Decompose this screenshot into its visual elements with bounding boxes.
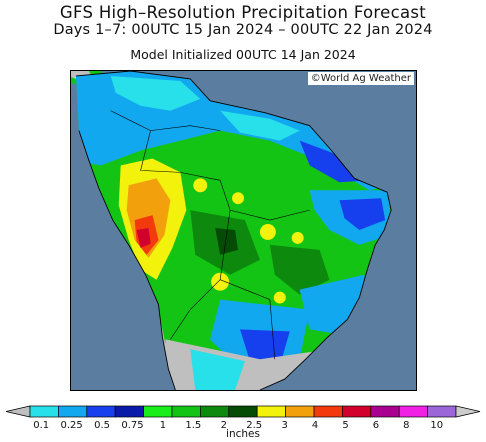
colorbar-cell [370, 405, 400, 418]
colorbar-cell [200, 405, 230, 418]
map-canvas [71, 71, 416, 390]
precip-colorbar: 0.1 0.25 0.5 0.75 1 1.5 2 2.5 3 4 5 6 8 10 [5, 405, 481, 431]
colorbar-tick-label: 0.25 [61, 420, 83, 431]
colorbar-cell [342, 405, 372, 418]
colorbar-cell [29, 405, 59, 418]
colorbar-cell [114, 405, 144, 418]
colorbar-tick-label: 10 [430, 420, 443, 431]
model-init-time: Model Initialized 00UTC 14 Jan 2024 [130, 47, 356, 62]
colorbar-cell [86, 405, 116, 418]
colorbar-cell [143, 405, 173, 418]
colorbar-cells [5, 405, 481, 418]
colorbar-cell [171, 405, 201, 418]
colorbar-tick-label: 1.5 [185, 420, 201, 431]
colorbar-cell [256, 405, 286, 418]
colorbar-tick-label: 2 [221, 420, 227, 431]
colorbar-tick-label: 0.75 [121, 420, 143, 431]
colorbar-cell [58, 405, 88, 418]
colorbar-cell [285, 405, 315, 418]
colorbar-tick-label: 3 [281, 420, 287, 431]
colorbar-tick-label: 4 [312, 420, 318, 431]
colorbar-cell [228, 405, 258, 418]
forecast-valid-period: Days 1–7: 00UTC 15 Jan 2024 – 00UTC 22 J… [53, 22, 433, 38]
colorbar-cell [427, 405, 457, 418]
colorbar-tick-label: 0.1 [33, 420, 49, 431]
colorbar-ticks: 0.1 0.25 0.5 0.75 1 1.5 2 2.5 3 4 5 6 8 10 [33, 420, 443, 431]
credit-label: ©World Ag Weather [307, 72, 414, 85]
colorbar-tick-label: 0.5 [94, 420, 110, 431]
colorbar-tick-label: 5 [342, 420, 348, 431]
colorbar-arrow-low [5, 405, 31, 418]
colorbar-tick-label: 8 [403, 420, 409, 431]
colorbar-tick-label: 2.5 [246, 420, 262, 431]
colorbar-cell [313, 405, 343, 418]
coastline [75, 71, 392, 390]
precipitation-map: ©World Ag Weather [70, 70, 417, 391]
colorbar-tick-label: 6 [373, 420, 379, 431]
colorbar-cell [398, 405, 428, 418]
country-borders [110, 110, 310, 360]
map-title: GFS High–Resolution Precipitation Foreca… [59, 3, 427, 22]
colorbar-units-label: inches [226, 428, 260, 440]
colorbar-tick-label: 1 [160, 420, 166, 431]
colorbar-arrow-high [455, 405, 481, 418]
